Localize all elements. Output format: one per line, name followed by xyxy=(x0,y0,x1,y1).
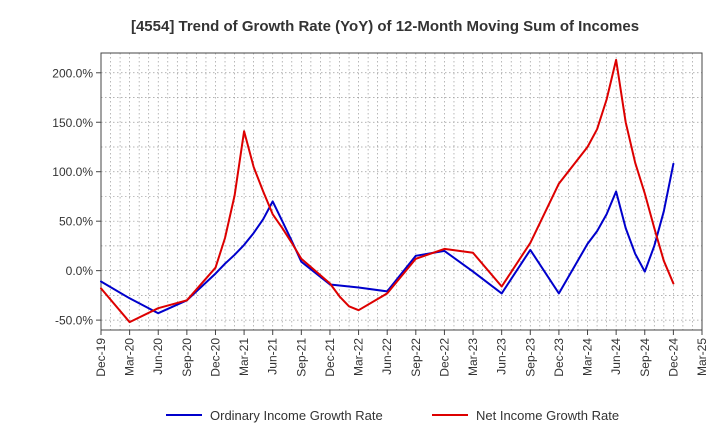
plot-background xyxy=(101,53,702,330)
x-tick-label: Mar-22 xyxy=(352,338,366,376)
axes: -50.0% 0.0% 50.0% 100.0% 150.0% 200.0% Dec-19 M… xyxy=(52,52,709,377)
x-tick-label: Jun-20 xyxy=(151,338,165,375)
y-tick-label: -50.0% xyxy=(55,314,93,328)
series-lines xyxy=(100,58,675,324)
x-tick-label: Sep-23 xyxy=(523,338,537,377)
grid xyxy=(101,53,702,330)
x-tick-label: Mar-24 xyxy=(581,338,595,376)
series-line-ordinary-income xyxy=(100,162,675,315)
x-tick-label: Sep-22 xyxy=(409,338,423,377)
x-tick-label: Sep-24 xyxy=(638,338,652,377)
x-tick-label: Jun-24 xyxy=(609,338,623,375)
x-tick-label: Mar-21 xyxy=(237,338,251,376)
y-tick-label: 50.0% xyxy=(59,215,93,229)
plot-frame xyxy=(100,52,703,331)
x-tick-label: Dec-19 xyxy=(94,338,108,377)
x-tick-label: Jun-21 xyxy=(266,338,280,375)
x-tick-label: Mar-23 xyxy=(466,338,480,376)
y-tick-label: 150.0% xyxy=(52,116,93,130)
chart-title: [4554] Trend of Growth Rate (YoY) of 12-… xyxy=(131,18,639,35)
series-line-net-income xyxy=(100,58,675,324)
legend-label: Ordinary Income Growth Rate xyxy=(210,408,383,423)
x-tick-label: Dec-22 xyxy=(437,338,451,377)
x-tick-label: Jun-22 xyxy=(380,338,394,375)
x-tick-label: Jun-23 xyxy=(495,338,509,375)
x-tick-label: Dec-21 xyxy=(323,338,337,377)
x-tick-label: Mar-20 xyxy=(123,338,137,376)
legend: Ordinary Income Growth Rate Net Income Gr… xyxy=(166,408,619,423)
y-tick-label: 100.0% xyxy=(52,165,93,179)
y-tick-label: 200.0% xyxy=(52,66,93,80)
x-tick-label: Sep-21 xyxy=(294,338,308,377)
x-tick-label: Sep-20 xyxy=(180,338,194,377)
x-tick-label: Dec-24 xyxy=(666,338,680,377)
y-tick-label: 0.0% xyxy=(66,264,94,278)
x-tick-label: Dec-23 xyxy=(552,338,566,377)
legend-label: Net Income Growth Rate xyxy=(476,408,619,423)
x-tick-label: Dec-20 xyxy=(208,338,222,377)
x-tick-label: Mar-25 xyxy=(695,338,709,376)
plot-area xyxy=(101,53,702,330)
